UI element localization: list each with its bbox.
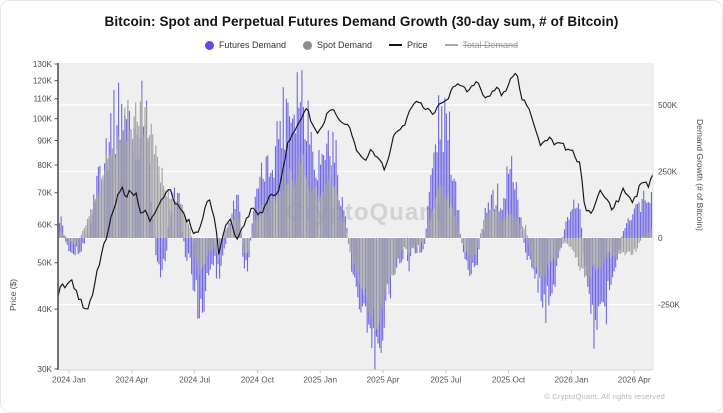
x-tick-label: 2025 Jan <box>303 376 337 385</box>
left-axis-title: Price ($) <box>8 278 18 311</box>
legend-label: Spot Demand <box>316 40 373 50</box>
left-tick-label: 40K <box>37 305 52 314</box>
left-tick-label: 100K <box>33 114 53 123</box>
legend-item-futures-demand[interactable]: Futures Demand <box>204 40 286 50</box>
chart-title: Bitcoin: Spot and Perpetual Futures Dema… <box>104 14 619 29</box>
legend: Futures Demand Spot Demand Price Total D… <box>1 40 722 50</box>
left-tick-label: 90K <box>37 136 52 145</box>
x-tick-label: 2024 Apr <box>115 376 148 385</box>
legend-item-spot-demand[interactable]: Spot Demand <box>302 40 373 50</box>
spot-demand-swatch-icon <box>302 40 312 50</box>
legend-item-total-demand[interactable]: Total Demand <box>444 40 519 50</box>
left-tick-label: 30K <box>37 365 52 374</box>
left-tick-label: 130K <box>33 60 53 69</box>
x-tick-label: 2024 Jul <box>179 376 210 385</box>
x-tick-label: 2025 Oct <box>492 376 526 385</box>
x-tick-label: 2025 Apr <box>367 376 400 385</box>
right-tick-label: 0 <box>658 234 663 243</box>
legend-label: Total Demand <box>462 40 519 50</box>
price-swatch-icon <box>389 44 403 46</box>
x-tick-label: 2024 Oct <box>241 376 275 385</box>
right-tick-label: 250K <box>658 167 678 176</box>
x-tick-label: 2026 Jan <box>555 376 589 385</box>
left-tick-label: 120K <box>33 76 53 85</box>
x-tick-label: 2024 Jan <box>52 376 86 385</box>
x-tick-label: 2026 Apr <box>618 376 651 385</box>
right-tick-label: 500K <box>658 101 678 110</box>
left-tick-label: 80K <box>37 161 52 170</box>
right-tick-label: -250K <box>658 300 680 309</box>
left-tick-label: 50K <box>37 259 52 268</box>
left-tick-label: 70K <box>37 189 52 198</box>
spot-demand-bars <box>58 89 653 331</box>
x-tick-label: 2025 Jul <box>430 376 461 385</box>
left-tick-label: 60K <box>37 221 52 230</box>
copyright-text: © CryptoQuant. All rights reserved <box>544 392 665 401</box>
total-demand-swatch-icon <box>444 44 458 46</box>
legend-label: Price <box>407 40 428 50</box>
legend-label: Futures Demand <box>218 40 286 50</box>
futures-demand-swatch-icon <box>204 40 214 50</box>
left-tick-label: 110K <box>33 95 52 104</box>
right-axis-title: Demand Growth (# of Bitcoin) <box>695 119 705 231</box>
price-line <box>58 72 653 310</box>
legend-item-price[interactable]: Price <box>389 40 428 50</box>
